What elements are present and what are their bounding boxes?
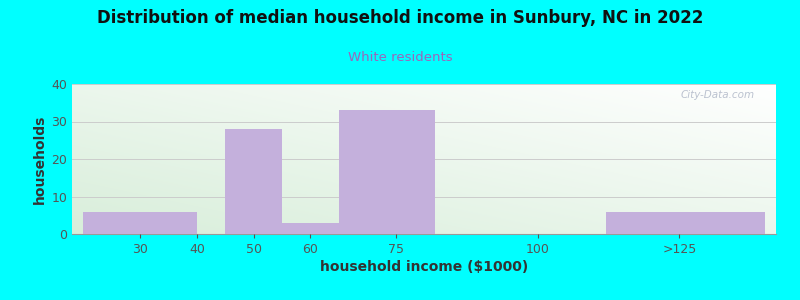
X-axis label: household income ($1000): household income ($1000) [320,260,528,274]
Bar [83,212,197,234]
Bar [226,129,282,234]
Text: Distribution of median household income in Sunbury, NC in 2022: Distribution of median household income … [97,9,703,27]
Bar [339,110,435,234]
Bar [282,223,339,234]
Bar [606,212,765,234]
Text: City-Data.com: City-Data.com [681,90,755,100]
Text: White residents: White residents [348,51,452,64]
Y-axis label: households: households [33,114,47,204]
